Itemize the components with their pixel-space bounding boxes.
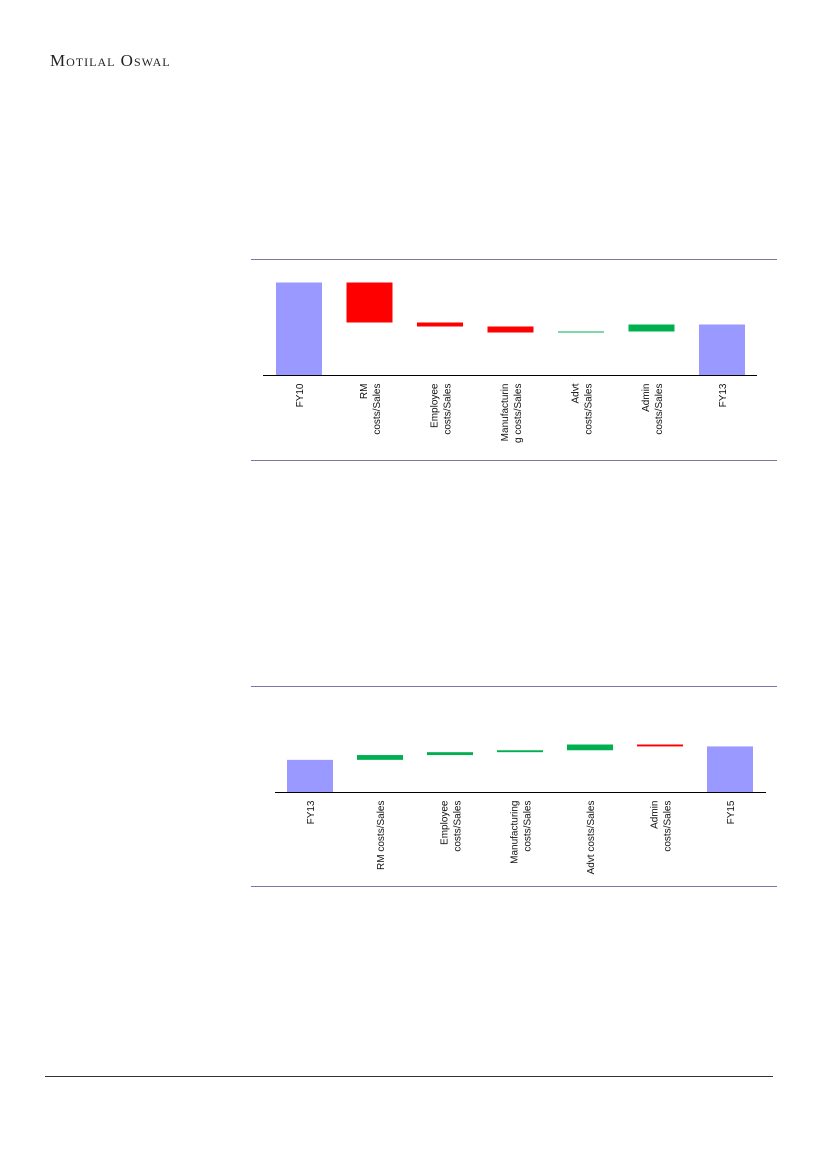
x-tick-label: FY15 xyxy=(726,800,737,824)
bar xyxy=(346,282,393,323)
bar xyxy=(558,331,604,333)
x-tick-label: Manufacturing xyxy=(510,801,521,864)
x-tick-label: FY10 xyxy=(295,383,306,407)
bar xyxy=(628,324,675,332)
x-tick-label: FY13 xyxy=(718,383,729,407)
bar xyxy=(357,755,403,760)
x-tick-label: costs/Sales xyxy=(523,801,534,852)
x-tick-label: g costs/Sales xyxy=(513,384,524,443)
x-tick-label: Advt costs/Sales xyxy=(586,801,597,875)
x-tick-label: costs/Sales xyxy=(443,384,454,435)
x-tick-label: Employee xyxy=(440,800,451,845)
x-tick-label: RM costs/Sales xyxy=(376,801,387,870)
bar xyxy=(497,750,543,753)
x-tick-label: Admin xyxy=(641,384,652,412)
x-tick-label: Advt xyxy=(571,383,582,403)
x-tick-label: costs/Sales xyxy=(654,384,665,435)
x-tick-label: costs/Sales xyxy=(584,384,595,435)
brand: Motilal Oswal xyxy=(50,51,171,70)
bar xyxy=(417,322,463,327)
x-tick-label: FY13 xyxy=(306,800,317,824)
bar xyxy=(427,752,473,756)
bar xyxy=(637,744,683,747)
bar xyxy=(287,759,333,793)
x-tick-label: costs/Sales xyxy=(453,801,464,852)
x-tick-label: Employee xyxy=(430,383,441,428)
x-tick-label: Admin xyxy=(650,801,661,829)
x-tick-label: costs/Sales xyxy=(663,801,674,852)
x-tick-label: RM xyxy=(359,384,370,400)
bar xyxy=(699,324,745,376)
bar xyxy=(567,744,613,751)
x-tick-label: Manufacturin xyxy=(500,384,511,442)
bar xyxy=(487,326,534,333)
bar xyxy=(276,282,322,376)
bar xyxy=(707,746,753,793)
x-tick-label: costs/Sales xyxy=(372,384,383,435)
